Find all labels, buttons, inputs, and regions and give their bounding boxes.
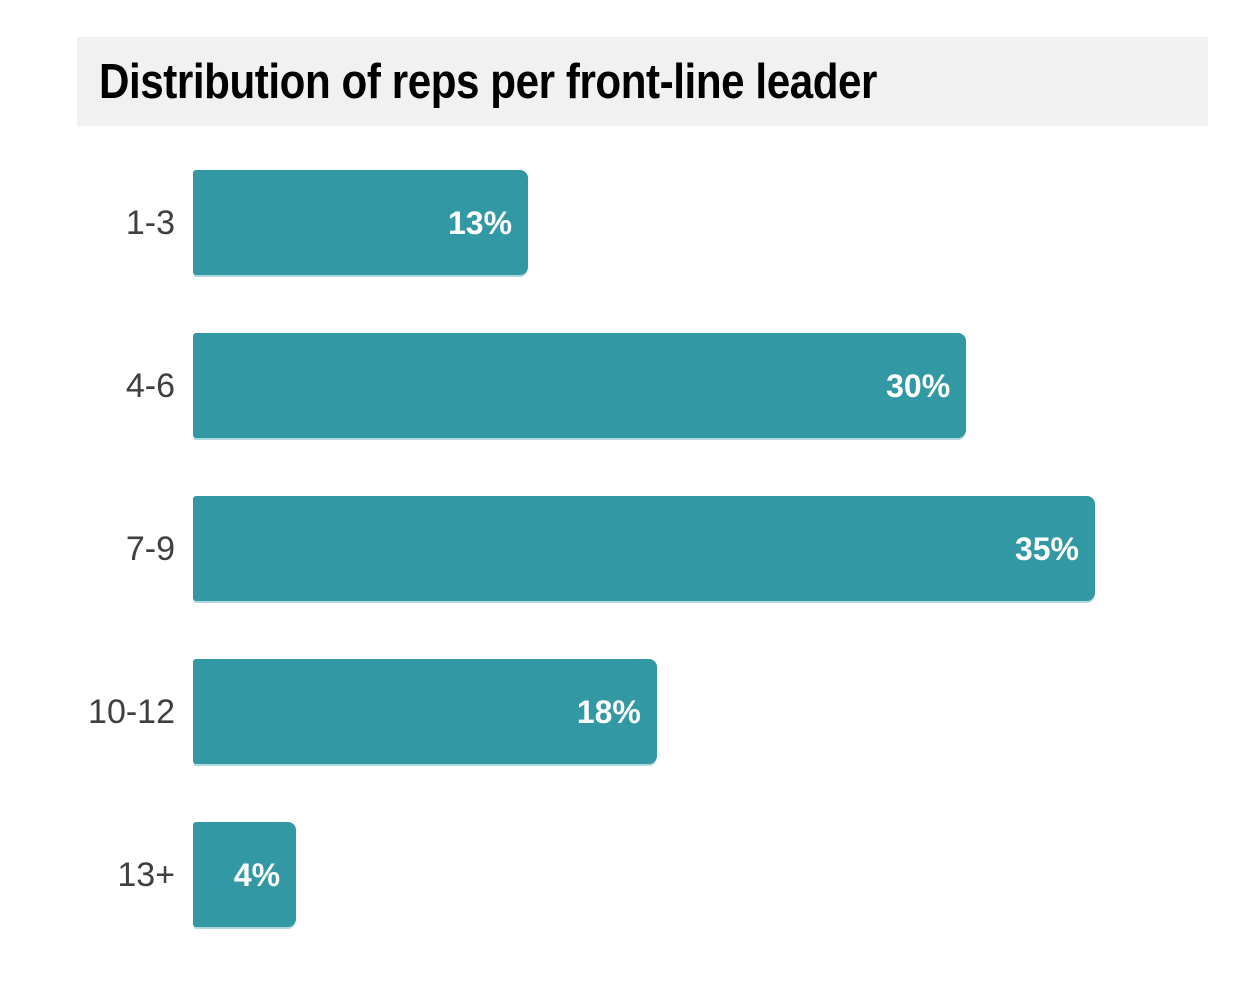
value-label: 4% (233, 856, 281, 893)
value-label: 30% (886, 367, 951, 404)
bar-track: 35% (193, 496, 1095, 601)
title-band: Distribution of reps per front-line lead… (77, 37, 1208, 126)
bar-track: 18% (193, 659, 1095, 764)
bar: 4% (193, 822, 297, 927)
bar: 18% (193, 659, 657, 764)
bar-row: 4-6 30% (0, 333, 1233, 438)
value-label: 13% (447, 204, 513, 241)
category-label: 10-12 (88, 692, 175, 731)
chart-title: Distribution of reps per front-line lead… (99, 54, 877, 109)
bar: 13% (193, 170, 529, 275)
category-label: 4-6 (125, 366, 175, 405)
category-label: 13+ (117, 855, 175, 894)
bar: 35% (193, 496, 1095, 601)
bar-row: 1-3 13% (0, 170, 1233, 275)
bar-track: 30% (193, 333, 1095, 438)
bar-row: 7-9 35% (0, 496, 1233, 601)
category-label: 7-9 (125, 529, 175, 568)
bar: 30% (193, 333, 967, 438)
bar-row: 13+ 4% (0, 822, 1233, 927)
category-label: 1-3 (125, 203, 175, 242)
bar-track: 13% (193, 170, 1095, 275)
value-label: 35% (1014, 530, 1079, 567)
bar-row: 10-12 18% (0, 659, 1233, 764)
value-label: 18% (576, 693, 641, 730)
bar-track: 4% (193, 822, 1095, 927)
bar-chart: 1-3 13% 4-6 30% 7-9 35% 10-12 18% (0, 170, 1233, 927)
